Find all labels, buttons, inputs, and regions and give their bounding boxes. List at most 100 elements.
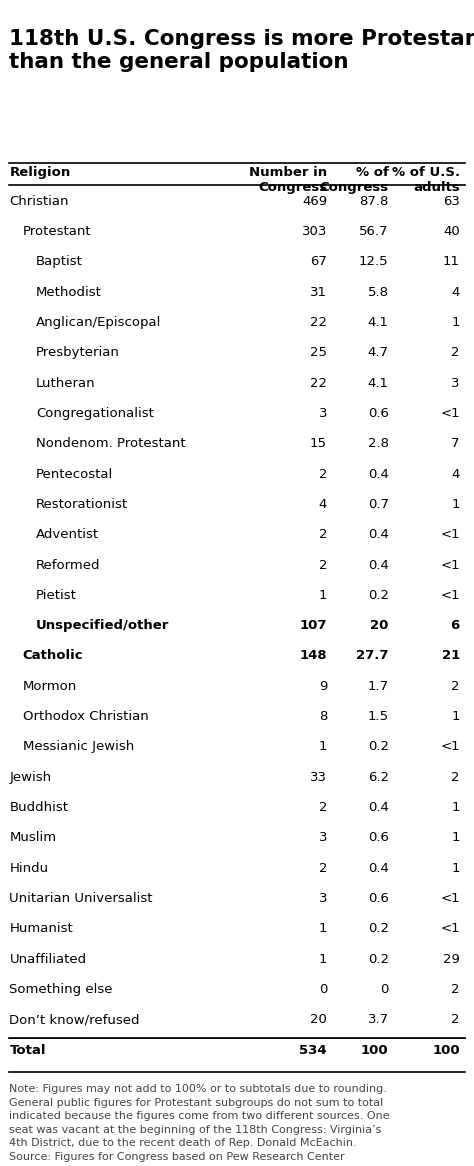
Text: 4.7: 4.7 <box>368 346 389 359</box>
Text: 2: 2 <box>319 862 327 874</box>
Text: 100: 100 <box>361 1044 389 1056</box>
Text: Something else: Something else <box>9 983 113 996</box>
Text: 2: 2 <box>451 346 460 359</box>
Text: 1: 1 <box>451 862 460 874</box>
Text: 1: 1 <box>451 801 460 814</box>
Text: 5.8: 5.8 <box>368 286 389 298</box>
Text: 20: 20 <box>310 1013 327 1026</box>
Text: <1: <1 <box>440 892 460 905</box>
Text: 3: 3 <box>319 831 327 844</box>
Text: 12.5: 12.5 <box>359 255 389 268</box>
Text: 20: 20 <box>370 619 389 632</box>
Text: Presbyterian: Presbyterian <box>36 346 120 359</box>
Text: 0: 0 <box>319 983 327 996</box>
Text: 100: 100 <box>432 1044 460 1056</box>
Text: % of U.S.
adults: % of U.S. adults <box>392 166 460 194</box>
Text: Anglican/Episcopal: Anglican/Episcopal <box>36 316 162 329</box>
Text: 1: 1 <box>319 953 327 965</box>
Text: 0.6: 0.6 <box>368 892 389 905</box>
Text: Baptist: Baptist <box>36 255 83 268</box>
Text: 4: 4 <box>451 468 460 480</box>
Text: Muslim: Muslim <box>9 831 56 844</box>
Text: 6.2: 6.2 <box>368 771 389 784</box>
Text: 0.6: 0.6 <box>368 831 389 844</box>
Text: 2: 2 <box>319 528 327 541</box>
Text: 8: 8 <box>319 710 327 723</box>
Text: 21: 21 <box>441 649 460 662</box>
Text: 0.2: 0.2 <box>368 922 389 935</box>
Text: 1: 1 <box>319 922 327 935</box>
Text: 3: 3 <box>451 377 460 389</box>
Text: 1: 1 <box>451 316 460 329</box>
Text: Hindu: Hindu <box>9 862 49 874</box>
Text: Note: Figures may not add to 100% or to subtotals due to rounding.
General publi: Note: Figures may not add to 100% or to … <box>9 1084 392 1166</box>
Text: 2: 2 <box>319 468 327 480</box>
Text: Total: Total <box>9 1044 46 1056</box>
Text: Don’t know/refused: Don’t know/refused <box>9 1013 140 1026</box>
Text: Restorationist: Restorationist <box>36 498 128 511</box>
Text: 0.4: 0.4 <box>368 468 389 480</box>
Text: 2: 2 <box>319 559 327 571</box>
Text: 0.4: 0.4 <box>368 559 389 571</box>
Text: 0.4: 0.4 <box>368 801 389 814</box>
Text: 7: 7 <box>451 437 460 450</box>
Text: 29: 29 <box>443 953 460 965</box>
Text: 15: 15 <box>310 437 327 450</box>
Text: Christian: Christian <box>9 195 69 208</box>
Text: 0.2: 0.2 <box>368 740 389 753</box>
Text: <1: <1 <box>440 559 460 571</box>
Text: Protestant: Protestant <box>23 225 91 238</box>
Text: 56.7: 56.7 <box>359 225 389 238</box>
Text: 2: 2 <box>319 801 327 814</box>
Text: 2: 2 <box>451 771 460 784</box>
Text: 6: 6 <box>450 619 460 632</box>
Text: Messianic Jewish: Messianic Jewish <box>23 740 134 753</box>
Text: Orthodox Christian: Orthodox Christian <box>23 710 148 723</box>
Text: 0.4: 0.4 <box>368 528 389 541</box>
Text: 0.2: 0.2 <box>368 589 389 602</box>
Text: Adventist: Adventist <box>36 528 99 541</box>
Text: 33: 33 <box>310 771 327 784</box>
Text: <1: <1 <box>440 740 460 753</box>
Text: <1: <1 <box>440 407 460 420</box>
Text: 1: 1 <box>451 831 460 844</box>
Text: 0.7: 0.7 <box>368 498 389 511</box>
Text: Pietist: Pietist <box>36 589 77 602</box>
Text: 1.7: 1.7 <box>367 680 389 693</box>
Text: 534: 534 <box>300 1044 327 1056</box>
Text: 148: 148 <box>300 649 327 662</box>
Text: 3.7: 3.7 <box>367 1013 389 1026</box>
Text: Religion: Religion <box>9 166 71 178</box>
Text: 22: 22 <box>310 377 327 389</box>
Text: 2.8: 2.8 <box>368 437 389 450</box>
Text: 63: 63 <box>443 195 460 208</box>
Text: Lutheran: Lutheran <box>36 377 96 389</box>
Text: % of
Congress: % of Congress <box>319 166 389 194</box>
Text: Unspecified/other: Unspecified/other <box>36 619 169 632</box>
Text: Catholic: Catholic <box>23 649 83 662</box>
Text: 3: 3 <box>319 407 327 420</box>
Text: 0.2: 0.2 <box>368 953 389 965</box>
Text: 40: 40 <box>443 225 460 238</box>
Text: 3: 3 <box>319 892 327 905</box>
Text: 0.6: 0.6 <box>368 407 389 420</box>
Text: Mormon: Mormon <box>23 680 77 693</box>
Text: 4: 4 <box>319 498 327 511</box>
Text: 1: 1 <box>319 589 327 602</box>
Text: 4.1: 4.1 <box>368 316 389 329</box>
Text: Buddhist: Buddhist <box>9 801 68 814</box>
Text: 22: 22 <box>310 316 327 329</box>
Text: 469: 469 <box>302 195 327 208</box>
Text: 67: 67 <box>310 255 327 268</box>
Text: 9: 9 <box>319 680 327 693</box>
Text: <1: <1 <box>440 528 460 541</box>
Text: 27.7: 27.7 <box>356 649 389 662</box>
Text: <1: <1 <box>440 922 460 935</box>
Text: Reformed: Reformed <box>36 559 100 571</box>
Text: 4.1: 4.1 <box>368 377 389 389</box>
Text: 1: 1 <box>451 498 460 511</box>
Text: 25: 25 <box>310 346 327 359</box>
Text: 4: 4 <box>451 286 460 298</box>
Text: 118th U.S. Congress is more Protestant
than the general population: 118th U.S. Congress is more Protestant t… <box>9 29 474 71</box>
Text: Pentecostal: Pentecostal <box>36 468 113 480</box>
